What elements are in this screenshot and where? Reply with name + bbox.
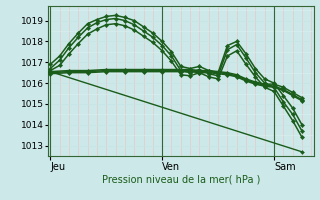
X-axis label: Pression niveau de la mer( hPa ): Pression niveau de la mer( hPa ) — [102, 174, 260, 184]
